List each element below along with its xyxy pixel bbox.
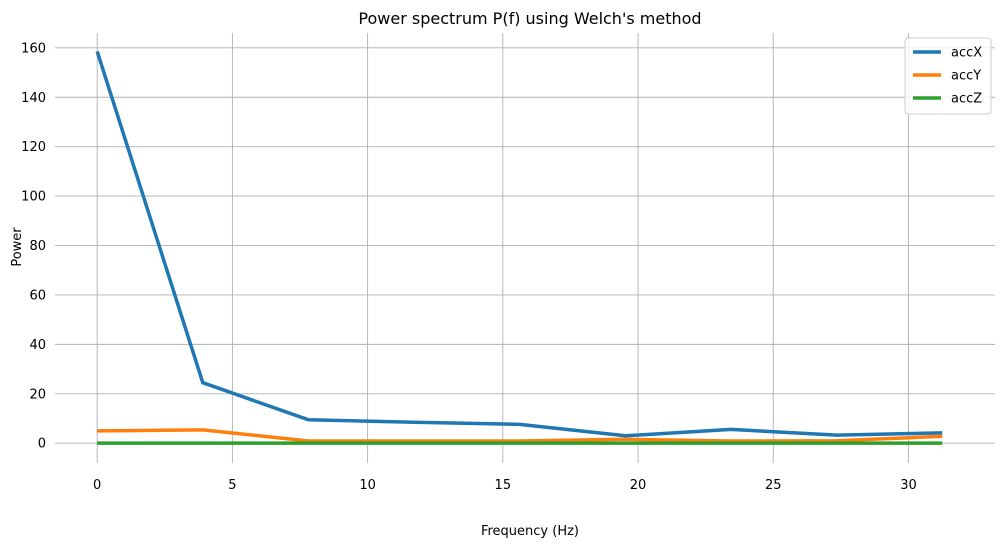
- x-axis-label: Frequency (Hz): [481, 524, 579, 539]
- y-tick-label: 120: [21, 140, 46, 155]
- y-tick-label: 60: [29, 288, 46, 303]
- legend-box: [904, 37, 992, 115]
- y-tick-label: 40: [29, 338, 46, 353]
- legend-label-accX: accX: [951, 46, 982, 61]
- grid: [55, 33, 995, 463]
- y-tick-label: 100: [21, 190, 46, 205]
- x-tick-label: 20: [630, 478, 647, 493]
- series-line-accX: [95, 50, 943, 438]
- legend: accX accY accZ: [904, 37, 992, 115]
- series-line-accY: [97, 428, 943, 443]
- series-lines: [95, 50, 943, 445]
- y-axis-label: Power: [10, 227, 25, 267]
- y-tick-label: 20: [29, 387, 46, 402]
- legend-label-accZ: accZ: [951, 92, 982, 107]
- y-tick-label: 160: [21, 41, 46, 56]
- x-tick-label: 25: [765, 478, 782, 493]
- x-tick-label: 0: [93, 478, 101, 493]
- legend-label-accY: accY: [951, 69, 981, 84]
- axis-ticks: 0 5 10 15 20 25 30 0 20 40 60 80 100 120 140 160: [21, 41, 917, 493]
- x-tick-label: 10: [359, 478, 376, 493]
- y-tick-label: 0: [38, 437, 46, 452]
- x-tick-label: 5: [228, 478, 236, 493]
- y-tick-label: 140: [21, 91, 46, 106]
- chart-title: Power spectrum P(f) using Welch's method: [358, 9, 701, 28]
- x-tick-label: 30: [900, 478, 917, 493]
- x-tick-label: 15: [495, 478, 512, 493]
- y-tick-label: 80: [29, 239, 46, 254]
